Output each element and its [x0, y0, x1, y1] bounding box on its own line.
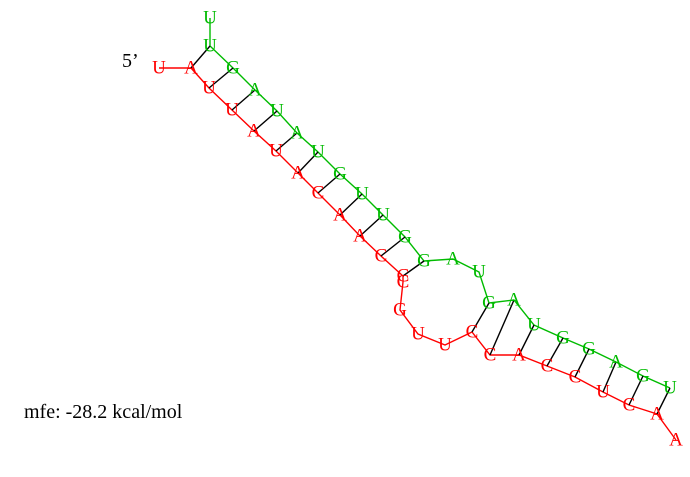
strand1-nucleotide: A — [353, 226, 367, 247]
strand2-nucleotide: A — [446, 249, 460, 270]
strand1-nucleotide: A — [333, 205, 347, 226]
strand1-nucleotide: A — [247, 121, 261, 142]
strand2-nucleotide: G — [417, 251, 431, 272]
strand2-nucleotide: U — [203, 8, 217, 29]
base-pair-line — [231, 89, 256, 111]
base-pair-line — [275, 132, 298, 152]
base-pair-line — [489, 299, 515, 356]
strand2-nucleotide: U — [472, 262, 486, 283]
strand2-nucleotide: U — [663, 378, 677, 399]
strand2-nucleotide: A — [609, 352, 623, 373]
strand2-nucleotide: G — [582, 339, 596, 360]
base-pair-line — [628, 375, 644, 406]
strand1-nucleotide: C — [312, 183, 325, 204]
strand1-nucleotide: A — [512, 345, 526, 366]
strand2-nucleotide: U — [376, 205, 390, 226]
strand1-nucleotide: U — [438, 335, 452, 356]
base-pair-line — [297, 151, 319, 174]
strand2-nucleotide: U — [203, 36, 217, 57]
base-pair-line — [359, 214, 384, 237]
strand1-nucleotide: C — [623, 395, 636, 416]
strand1-nucleotide: C — [397, 266, 410, 287]
five-prime-label: 5’ — [122, 50, 139, 72]
strand2-nucleotide: U — [311, 142, 325, 163]
strand1-nucleotide: A — [650, 404, 664, 425]
strand2-nucleotide: G — [636, 366, 650, 387]
base-pair-line — [190, 45, 211, 69]
base-pair-line — [208, 67, 234, 89]
strand2-nucleotide: A — [290, 123, 304, 144]
strand1-nucleotide: U — [152, 58, 166, 79]
strand1-nucleotide: U — [269, 141, 283, 162]
strand1-nucleotide: C — [484, 345, 497, 366]
base-pair-line — [380, 236, 406, 257]
strand2-nucleotide: A — [248, 80, 262, 101]
strand1-nucleotide: U — [225, 100, 239, 121]
strand1-nucleotide: C — [466, 322, 479, 343]
mfe-label: mfe: -28.2 kcal/mol — [24, 401, 183, 423]
base-pair-line — [656, 387, 671, 415]
strand2-backbone — [209, 18, 671, 389]
strand2-nucleotide: G — [482, 293, 496, 314]
strand2-nucleotide: A — [507, 290, 521, 311]
strand1-nucleotide: U — [411, 324, 425, 345]
strand1-nucleotide: U — [202, 78, 216, 99]
strand2-nucleotide: U — [527, 315, 541, 336]
strand1-nucleotide: C — [375, 246, 388, 267]
strand1-nucleotide: U — [596, 382, 610, 403]
base-pair-line — [574, 348, 590, 378]
strand1-nucleotide: G — [393, 300, 407, 321]
base-pair-line — [602, 361, 617, 393]
base-pair-line — [471, 302, 490, 333]
strand1-nucleotide: A — [669, 430, 683, 451]
strand1-nucleotide: C — [541, 356, 554, 377]
strand1-nucleotide: C — [569, 367, 582, 388]
base-pair-line — [402, 260, 425, 277]
strand2-nucleotide: U — [355, 184, 369, 205]
strand2-nucleotide: G — [333, 164, 347, 185]
strand2-nucleotide: G — [556, 328, 570, 349]
strand1-nucleotide: C — [397, 272, 410, 293]
base-pair-line — [339, 193, 363, 216]
strand2-nucleotide: U — [270, 101, 284, 122]
base-pair-line — [518, 324, 535, 356]
strand1-nucleotide: A — [184, 58, 198, 79]
base-pair-line — [253, 110, 278, 132]
base-pair-line — [317, 173, 341, 194]
strand1-nucleotide: A — [291, 163, 305, 184]
strand2-nucleotide: G — [226, 58, 240, 79]
base-pair-line — [546, 337, 564, 367]
strand2-nucleotide: G — [398, 227, 412, 248]
